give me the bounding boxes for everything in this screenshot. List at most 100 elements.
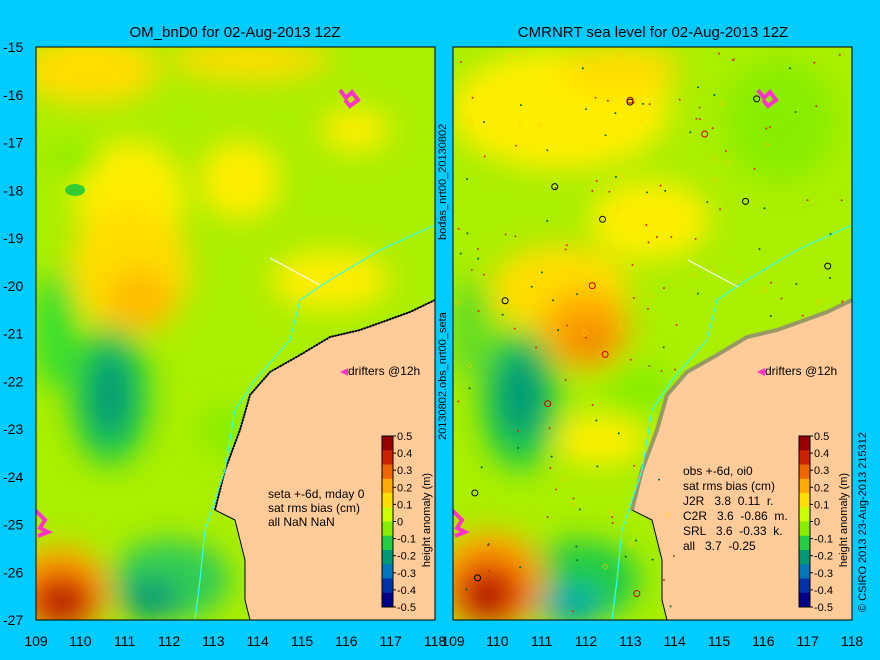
svg-text:◇: ◇ [710,154,717,163]
x-tick-label: 118 [424,633,447,649]
x-tick-label: 115 [708,633,731,649]
colorbar-swatch [382,578,393,594]
left-shelf-contour [194,224,435,620]
left-sea-level-field [36,47,435,620]
y-tick-label: -27 [3,612,23,628]
y-tick-label: -15 [3,39,23,55]
copyright-label: © CSIRO 2013 23-Aug-2013 215312 [857,432,869,612]
svg-text:◇: ◇ [607,508,614,517]
colorbar-tick-label: 0 [814,517,820,529]
colorbar-swatch [382,535,393,551]
left-colorbar-title: height anomaly (m) [421,473,433,567]
y-tick-label: -23 [3,421,23,437]
svg-text:◇: ◇ [719,98,726,107]
colorbar-tick-label: 0.4 [397,448,412,460]
colorbar-swatch [799,507,810,522]
x-tick-label: 111 [114,633,135,649]
svg-text:◇: ◇ [517,120,524,129]
svg-text:◇: ◇ [628,539,635,548]
right-stats-line: SRL 3.6 -0.33 k. [683,524,783,538]
y-tick-label: -22 [3,373,23,389]
x-tick-label: 116 [752,633,775,649]
left-stats-line: all NaN NaN [268,515,335,529]
svg-text:◇: ◇ [520,47,527,56]
colorbar-swatch [799,521,810,537]
right-stats-box: obs +-6d, oi0 sat rms bias (cm) J2R 3.8 … [683,464,788,553]
y-tick-label: -21 [3,326,23,342]
left-colorbar: 0.5 0.4 0.3 0.2 0.1 0 -0.1 -0.2 -0.3 -0.4 -0.5 hei… [381,431,433,614]
colorbar-tick-label: -0.4 [814,585,833,597]
left-x-axis: 109 110 111 112 113 114 115 116 117 118 [24,633,446,649]
colorbar-tick-label: -0.3 [397,568,416,580]
colorbar-tick-label: 0.2 [814,482,829,494]
right-colorbar-title: height anomaly (m) [838,473,850,567]
right-colorbar: 0.5 0.4 0.3 0.2 0.1 0 -0.1 -0.2 -0.3 -0.4 -0.5 hei… [798,431,850,614]
svg-text:◇: ◇ [560,474,567,483]
colorbar-swatch [382,450,393,465]
colorbar-swatch [382,478,393,494]
colorbar-swatch [799,578,810,594]
x-tick-label: 109 [441,633,465,649]
svg-text:◇: ◇ [618,171,625,180]
svg-text:◇: ◇ [582,328,589,337]
colorbar-tick-label: 0.4 [814,448,829,460]
colorbar-tick-label: -0.1 [397,534,416,546]
colorbar-tick-label: 0.5 [814,431,829,443]
svg-text:◇: ◇ [690,270,697,279]
left-drifters [36,88,361,538]
x-tick-label: 112 [575,633,598,649]
colorbar-swatch [382,521,393,537]
x-tick-label: 112 [158,633,181,649]
right-observation-points: ◇ ◇ ◇ ◇ ◇ ◇ ◇ ◇ ◇ ◇ ◇ ◇ ◇ ◇ ◇ ◇ ◇ ◇ ◇ ◇ ◇ ◇ ◇ ◇ ◇ ◇ ◇ ◇ ◇ ◇ ◇ [455,47,844,613]
colorbar-tick-label: 0.1 [814,499,829,511]
right-sea-level-field: ◇ ◇ ◇ ◇ ◇ ◇ ◇ ◇ ◇ ◇ ◇ ◇ ◇ ◇ ◇ ◇ ◇ ◇ ◇ ◇ ◇ ◇ ◇ ◇ ◇ ◇ ◇ ◇ ◇ ◇ ◇ [453,47,852,620]
colorbar-tick-label: -0.2 [814,551,833,563]
y-tick-label: -17 [3,135,23,151]
colorbar-swatch [382,592,393,608]
svg-text:◇: ◇ [762,285,769,294]
svg-text:◇: ◇ [648,291,655,300]
x-tick-label: 110 [69,633,92,649]
svg-text:◇: ◇ [638,115,645,124]
svg-text:◇: ◇ [711,175,718,184]
colorbar-tick-label: 0.3 [397,465,412,477]
right-stats-line: C2R 3.6 -0.86 m. [683,509,788,523]
svg-text:◇: ◇ [617,50,624,59]
x-tick-label: 113 [202,633,225,649]
right-map-panel: CMRNRT sea level for 02-Aug-2013 12Z [441,24,864,649]
colorbar-tick-label: 0 [397,517,403,529]
svg-text:◇: ◇ [570,499,577,508]
colorbar-swatch [382,464,393,480]
colorbar-swatch [382,493,393,508]
colorbar-swatch [799,535,810,551]
x-tick-label: 110 [486,633,509,649]
colorbar-swatch [799,550,810,565]
x-tick-label: 109 [24,633,48,649]
x-tick-label: 114 [247,633,270,649]
x-tick-label: 116 [335,633,358,649]
svg-text:◇: ◇ [725,158,732,167]
colorbar-tick-label: -0.4 [397,585,416,597]
colorbar-tick-label: -0.5 [814,602,833,614]
left-panel-title: OM_bnD0 for 02-Aug-2013 12Z [130,24,341,41]
right-shelf-contour [611,224,852,620]
x-tick-label: 118 [841,633,864,649]
colorbar-swatch [799,564,810,579]
svg-text:◇: ◇ [466,361,473,370]
svg-text:◇: ◇ [602,562,609,571]
x-tick-label: 117 [797,633,820,649]
svg-text:◇: ◇ [664,510,671,519]
right-stats-line: sat rms bias (cm) [683,479,775,493]
colorbar-tick-label: 0.3 [814,465,829,477]
colorbar-swatch [799,592,810,608]
x-tick-label: 117 [380,633,403,649]
svg-text:◇: ◇ [763,140,770,149]
right-drifters [453,88,779,538]
center-label-bottom: 20130802.obs_nrt00_seta [437,311,449,440]
svg-text:◇: ◇ [617,324,624,333]
x-tick-label: 111 [531,633,552,649]
svg-text:◇: ◇ [467,116,474,125]
colorbar-tick-label: -0.2 [397,551,416,563]
y-tick-label: -24 [3,469,23,485]
